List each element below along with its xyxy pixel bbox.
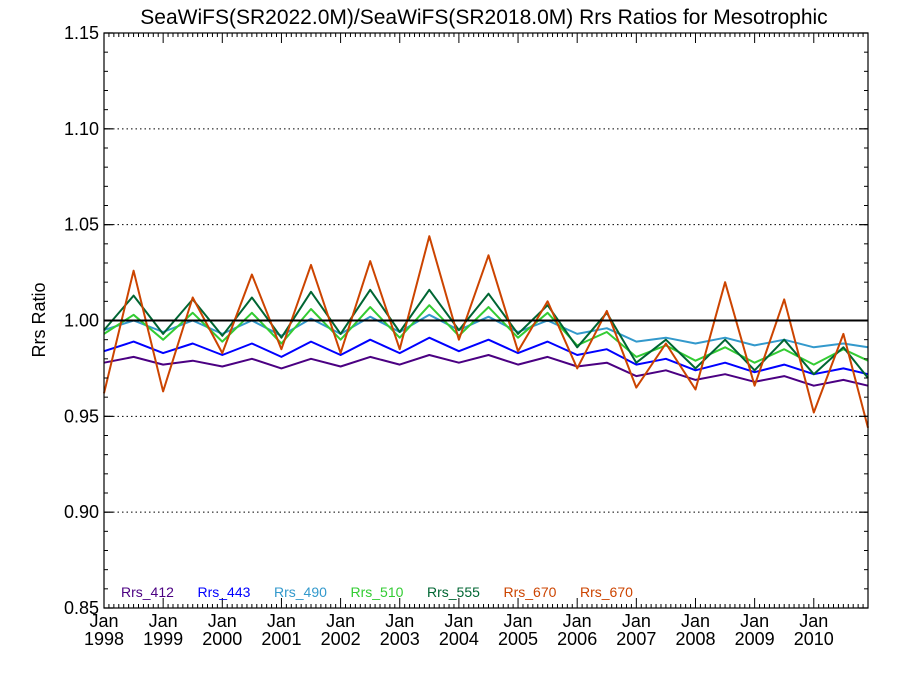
y-axis-ticks: 0.85 0.90 0.95 1.00 1.05 1.10 1.15 — [64, 23, 868, 618]
x-axis-ticks: Jan1998Jan1999Jan2000Jan2001Jan2002Jan20… — [84, 33, 869, 649]
y-tick-label: 1.10 — [64, 119, 99, 139]
series-line-rrs-443 — [103, 336, 869, 376]
x-tick-month-label: Jan — [740, 611, 769, 631]
x-tick-month-label: Jan — [563, 611, 592, 631]
series-line-rrs-670 — [103, 235, 869, 429]
x-tick-month-label: Jan — [681, 611, 710, 631]
x-tick-month-label: Jan — [208, 611, 237, 631]
y-tick-label: 0.90 — [64, 502, 99, 522]
legend-entry: Rrs_443 — [198, 584, 251, 600]
x-tick-year-label: 2008 — [675, 629, 715, 649]
y-tick-label: 1.15 — [64, 23, 99, 43]
y-axis-label: Rrs Ratio — [29, 282, 49, 357]
x-tick-year-label: 1999 — [143, 629, 183, 649]
x-tick-year-label: 2007 — [616, 629, 656, 649]
x-tick-year-label: 2000 — [202, 629, 242, 649]
x-tick-month-label: Jan — [267, 611, 296, 631]
x-tick-month-label: Jan — [149, 611, 178, 631]
legend: Rrs_412 Rrs_443 Rrs_490 Rrs_510 Rrs_555 Rrs_6… — [121, 584, 633, 600]
legend-entry: Rrs_670 — [580, 584, 633, 600]
y-tick-label: 0.95 — [64, 406, 99, 426]
legend-entry: Rrs_510 — [351, 584, 404, 600]
series-lines — [103, 235, 869, 429]
chart-title: SeaWiFS(SR2022.0M)/SeaWiFS(SR2018.0M) Rr… — [140, 6, 827, 29]
x-tick-month-label: Jan — [444, 611, 473, 631]
x-tick-year-label: 2006 — [557, 629, 597, 649]
series-line-rrs-412 — [103, 354, 869, 387]
x-tick-year-label: 2002 — [321, 629, 361, 649]
x-tick-year-label: 2010 — [794, 629, 834, 649]
x-tick-month-label: Jan — [504, 611, 533, 631]
x-tick-month-label: Jan — [799, 611, 828, 631]
legend-entry: Rrs_490 — [274, 584, 327, 600]
x-tick-year-label: 2009 — [735, 629, 775, 649]
series-line-rrs-510 — [103, 304, 869, 366]
x-tick-year-label: 2001 — [261, 629, 301, 649]
y-tick-label: 1.05 — [64, 215, 99, 235]
legend-entry: Rrs_555 — [427, 584, 480, 600]
y-tick-label: 1.00 — [64, 311, 99, 331]
legend-entry: Rrs_670 — [504, 584, 557, 600]
x-tick-month-label: Jan — [385, 611, 414, 631]
legend-entry: Rrs_412 — [121, 584, 174, 600]
x-tick-month-label: Jan — [89, 611, 118, 631]
x-tick-year-label: 1998 — [84, 629, 124, 649]
x-tick-year-label: 2004 — [439, 629, 479, 649]
series-line-rrs-555 — [103, 288, 869, 379]
y-tick-label: 0.85 — [64, 598, 99, 618]
x-tick-year-label: 2005 — [498, 629, 538, 649]
x-tick-month-label: Jan — [622, 611, 651, 631]
x-tick-year-label: 2003 — [380, 629, 420, 649]
x-tick-month-label: Jan — [326, 611, 355, 631]
